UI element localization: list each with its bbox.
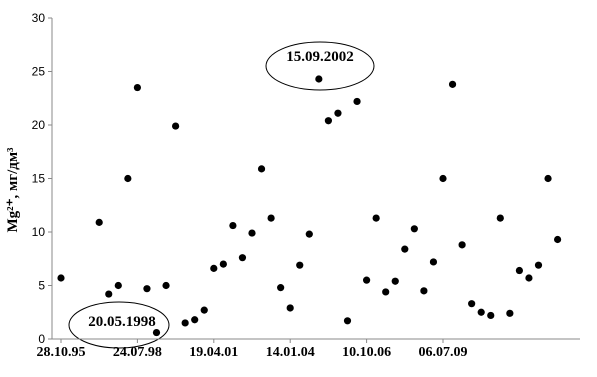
- x-tick-label: 14.01.04: [266, 345, 315, 360]
- point: [343, 317, 352, 325]
- point: [448, 80, 457, 88]
- point: [315, 75, 323, 83]
- y-tick-label: 20: [32, 118, 46, 132]
- annotation-text: 15.09.2002: [286, 49, 354, 65]
- y-axis-label: Mg²⁺, мг/дм³: [5, 147, 21, 233]
- x-tick-label: 10.10.06: [342, 345, 391, 360]
- point: [477, 308, 485, 316]
- point: [133, 83, 141, 92]
- point: [382, 288, 390, 296]
- point: [554, 235, 562, 244]
- point: [363, 276, 371, 284]
- point: [152, 328, 161, 337]
- x-tick-label: 28.10.95: [37, 345, 86, 360]
- point: [95, 218, 103, 226]
- point: [487, 311, 495, 320]
- annotation-2: 20.05.1998: [68, 301, 170, 349]
- point: [334, 109, 342, 117]
- y-tick-label: 10: [32, 225, 46, 239]
- point: [401, 245, 409, 253]
- point: [468, 300, 476, 308]
- point: [372, 214, 380, 222]
- point: [458, 241, 466, 249]
- annotation-1: 15.09.2002: [265, 41, 375, 91]
- point: [506, 309, 514, 317]
- point: [124, 174, 132, 183]
- point: [353, 97, 361, 106]
- point: [286, 304, 294, 312]
- point: [267, 214, 275, 222]
- point: [305, 230, 313, 238]
- point: [200, 306, 208, 314]
- annotation-text: 20.05.1998: [88, 314, 156, 330]
- y-tick-label: 25: [32, 65, 46, 79]
- point: [439, 174, 447, 183]
- x-tick-label: 24.07.98: [113, 345, 162, 360]
- point: [410, 225, 418, 233]
- point: [210, 264, 218, 272]
- point: [534, 261, 543, 269]
- y-tick-label: 0: [38, 332, 45, 346]
- point: [105, 290, 113, 298]
- point: [429, 258, 438, 266]
- point: [238, 254, 247, 262]
- annotation-ellipse: [265, 41, 375, 91]
- point: [162, 281, 170, 290]
- point: [391, 277, 399, 285]
- point: [172, 122, 180, 130]
- x-tick-label: 19.04.01: [189, 345, 238, 360]
- point: [143, 285, 151, 293]
- point: [515, 266, 524, 275]
- point: [229, 221, 237, 230]
- point: [296, 261, 304, 269]
- x-tick-label: 06.07.09: [419, 345, 468, 360]
- point: [191, 316, 199, 324]
- point: [181, 319, 189, 327]
- point: [496, 214, 504, 222]
- y-tick-label: 30: [32, 11, 46, 25]
- y-tick-label: 15: [32, 172, 46, 186]
- point: [114, 281, 122, 290]
- point: [277, 284, 285, 292]
- point: [525, 274, 533, 282]
- y-tick-label: 5: [38, 279, 45, 293]
- point: [420, 287, 428, 295]
- point: [257, 165, 266, 173]
- point: [57, 274, 65, 282]
- point: [544, 174, 552, 183]
- point: [219, 260, 227, 268]
- point: [248, 229, 256, 237]
- point: [324, 117, 332, 125]
- annotation-ellipse: [68, 301, 170, 349]
